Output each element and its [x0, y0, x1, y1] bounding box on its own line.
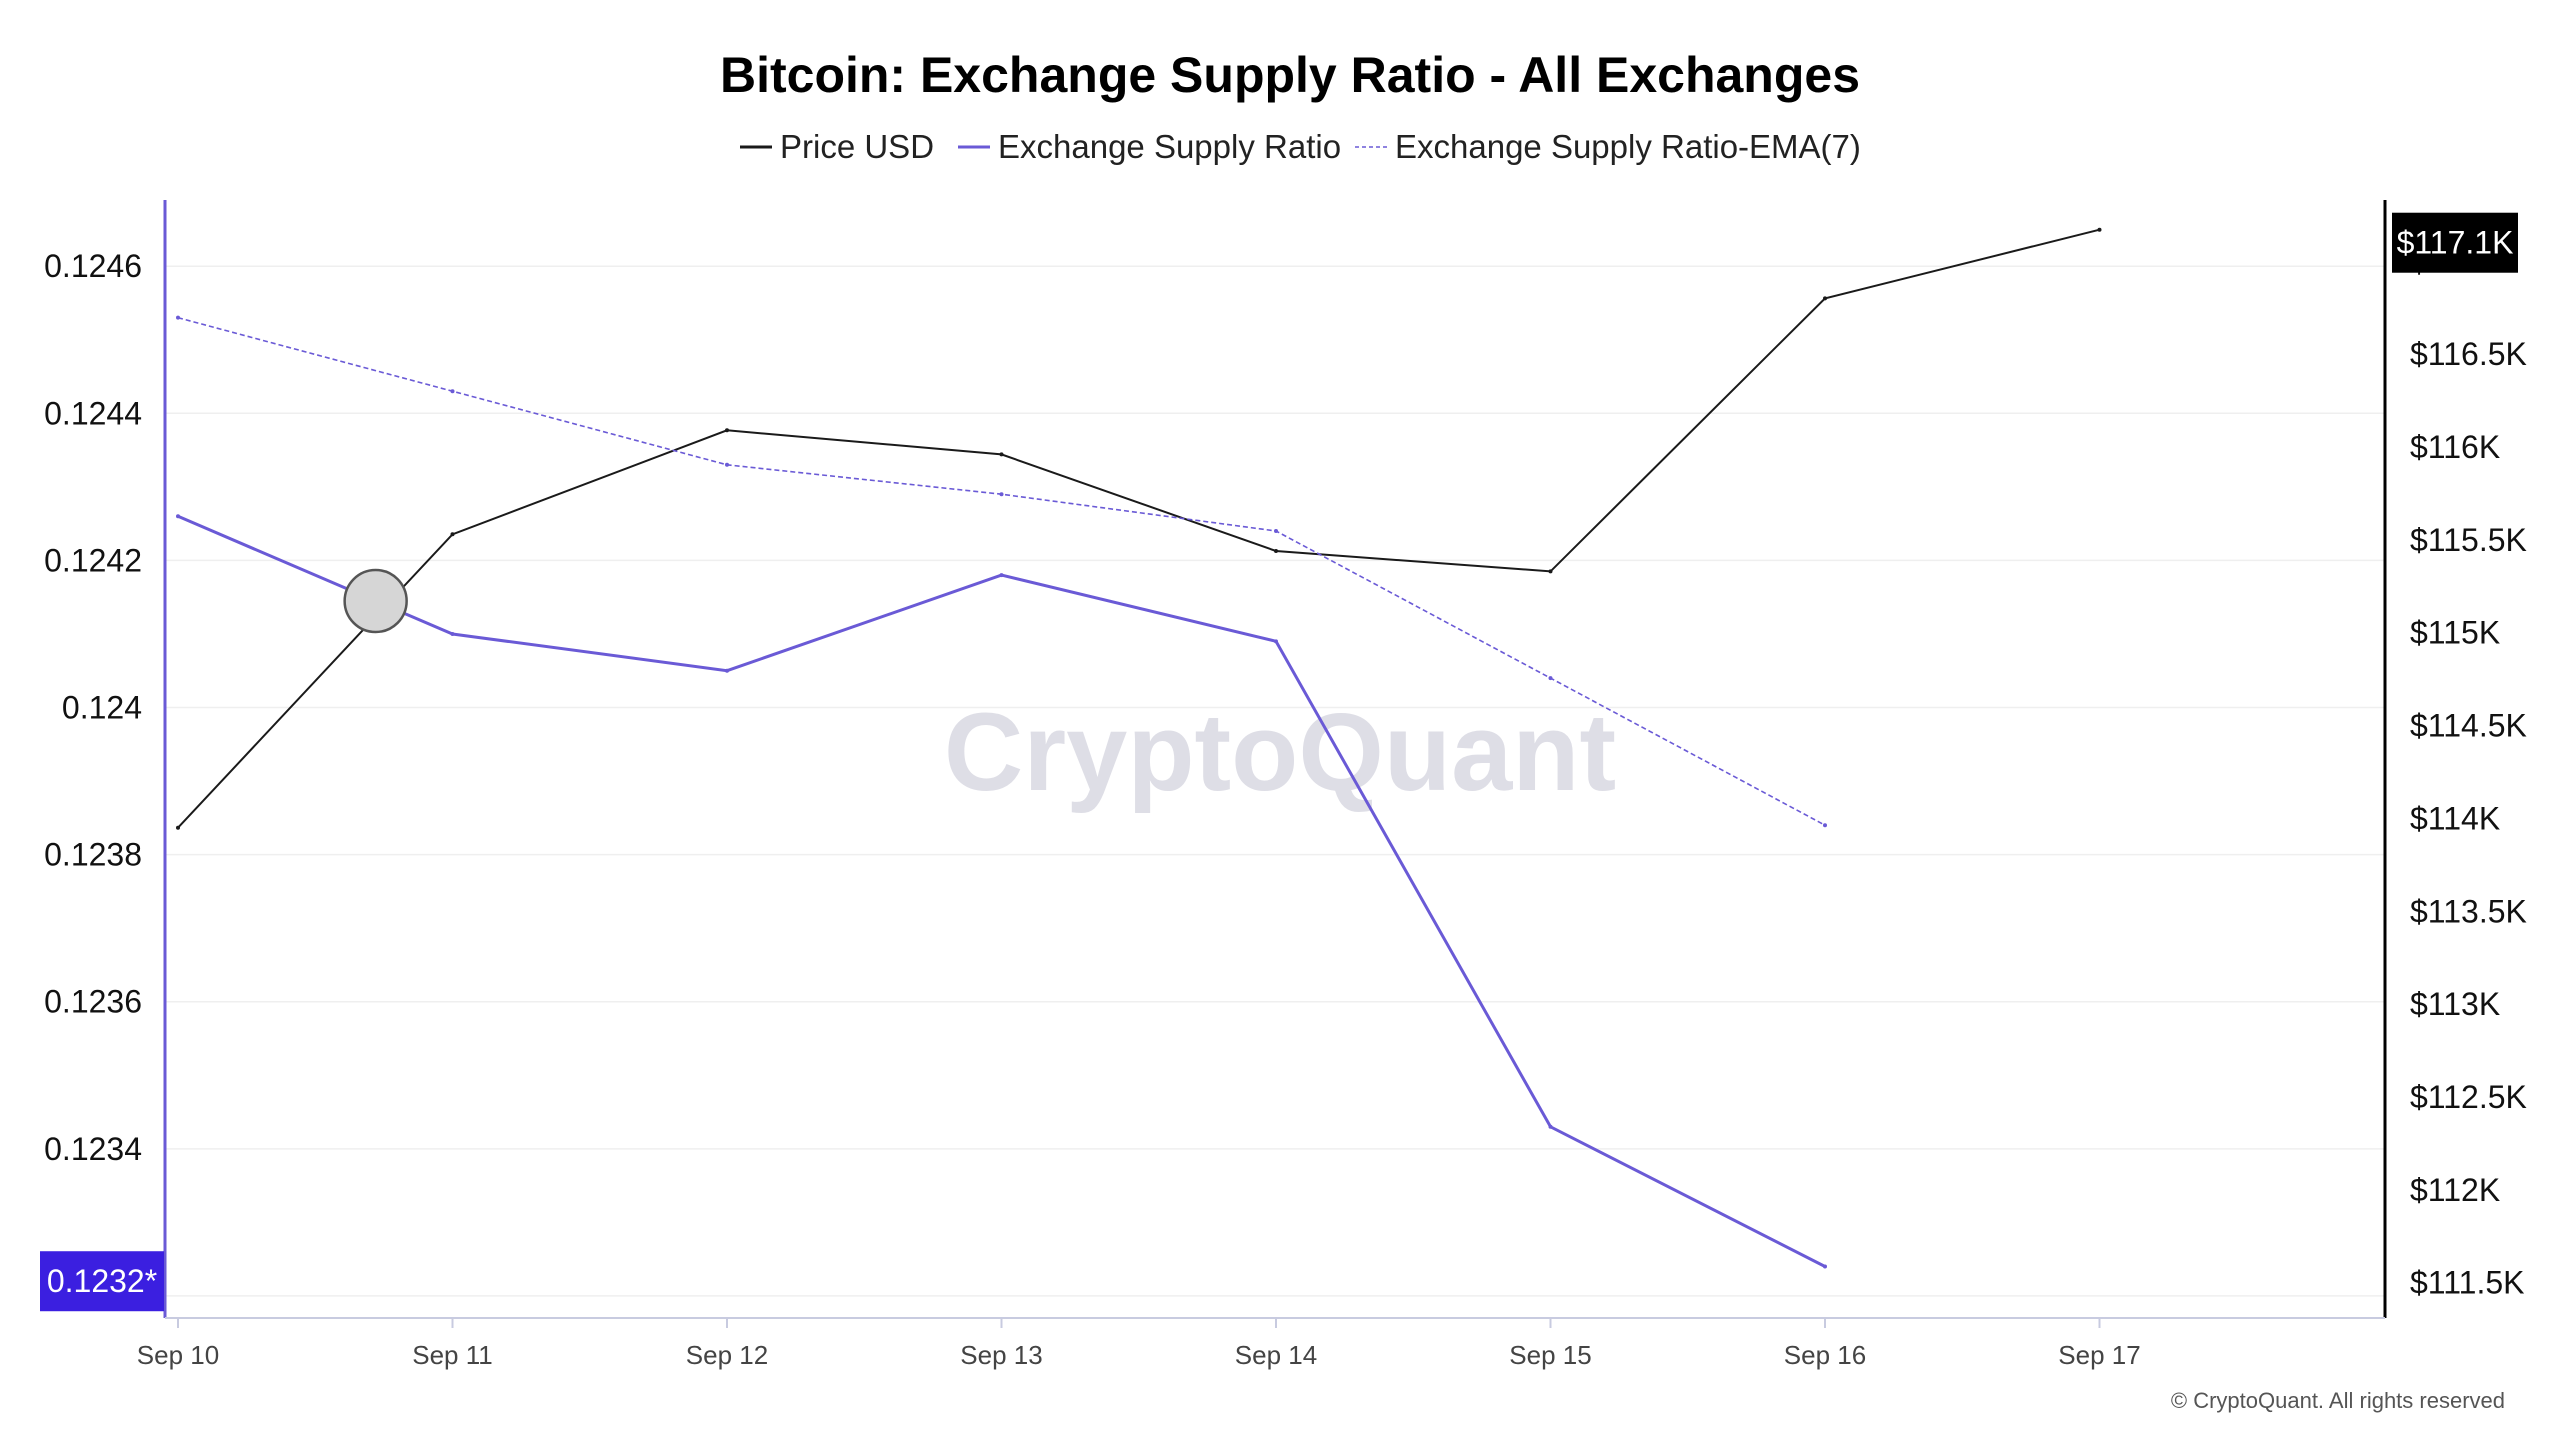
left-tick-label: 0.124 [62, 690, 142, 726]
hover-marker[interactable] [343, 568, 408, 634]
left-tick-label: 0.1246 [44, 248, 142, 284]
data-point[interactable] [450, 532, 455, 537]
watermark: CryptoQuant [944, 691, 1616, 814]
copyright-text: © CryptoQuant. All rights reserved [2171, 1388, 2505, 1413]
right-tick-label: $112.5K [2410, 1079, 2527, 1115]
legend-label: Price USD [780, 128, 934, 165]
data-point[interactable] [176, 514, 180, 519]
right-tick-label: $113.5K [2410, 893, 2527, 929]
data-point[interactable] [1274, 528, 1278, 533]
series-layer [176, 227, 2102, 1269]
left-tick-label: 0.1244 [44, 395, 142, 431]
data-point[interactable] [999, 492, 1004, 497]
legend-label: Exchange Supply Ratio [998, 128, 1341, 165]
x-tick-label: Sep 10 [137, 1340, 219, 1370]
data-point[interactable] [2097, 227, 2102, 232]
left-value-badge [40, 1251, 164, 1312]
x-tick-label: Sep 14 [1235, 1340, 1317, 1370]
legend-label: Exchange Supply Ratio-EMA(7) [1395, 128, 1861, 165]
series-line-0[interactable] [177, 228, 2100, 829]
x-tick-label: Sep 11 [412, 1340, 492, 1370]
legend-item-2[interactable]: Exchange Supply Ratio-EMA(7) [1355, 128, 1861, 165]
data-point[interactable] [725, 462, 729, 467]
right-tick-label: $116.5K [2410, 336, 2527, 372]
x-tick-label: Sep 12 [686, 1340, 768, 1370]
x-tick-label: Sep 15 [1509, 1340, 1591, 1370]
hover-marker-layer [343, 568, 408, 634]
left-tick-label: 0.1242 [44, 542, 142, 578]
right-tick-label: $111.5K [2410, 1265, 2524, 1301]
data-point[interactable] [1274, 639, 1278, 644]
right-tick-label: $113K [2410, 986, 2500, 1022]
right-tick-label: $115.5K [2410, 522, 2527, 558]
data-point[interactable] [176, 825, 180, 830]
right-value-badge-text: $117.1K [2397, 225, 2514, 261]
right-tick-label: $115K [2410, 615, 2500, 651]
data-point[interactable] [1548, 676, 1553, 681]
left-tick-label: 0.1236 [44, 984, 142, 1020]
data-point[interactable] [1548, 1124, 1553, 1129]
legend-item-0[interactable]: Price USD [740, 128, 934, 165]
legend: Price USD Exchange Supply Ratio Exchange S… [740, 128, 1861, 165]
legend-item-1[interactable]: Exchange Supply Ratio [958, 128, 1341, 165]
grid [165, 265, 2385, 1297]
data-point[interactable] [1823, 296, 1827, 301]
right-tick-label: $114K [2410, 800, 2500, 836]
right-tick-label: $112K [2410, 1172, 2500, 1208]
series-line-1[interactable] [177, 514, 1826, 1268]
data-point[interactable] [725, 668, 729, 673]
data-point[interactable] [1548, 569, 1553, 574]
left-value-badge-text: 0.1232* [47, 1263, 157, 1299]
data-point[interactable] [725, 428, 729, 433]
x-tick-label: Sep 17 [2058, 1340, 2140, 1370]
right-tick-label: $116K [2410, 429, 2500, 465]
data-point[interactable] [1823, 823, 1827, 828]
right-tick-label: $114.5K [2410, 708, 2527, 744]
chart-title: Bitcoin: Exchange Supply Ratio - All Exc… [720, 47, 1860, 103]
left-tick-label: 0.1234 [44, 1131, 142, 1167]
data-point[interactable] [1823, 1264, 1827, 1269]
x-tick-label: Sep 16 [1784, 1340, 1866, 1370]
right-value-badge [2392, 212, 2518, 273]
data-point[interactable] [999, 573, 1004, 578]
data-point[interactable] [450, 631, 455, 636]
data-point[interactable] [450, 389, 455, 394]
left-tick-label: 0.1238 [44, 837, 142, 873]
x-tick-label: Sep 13 [960, 1340, 1042, 1370]
badges: 0.1232* $117.1K [40, 212, 2518, 1312]
data-point[interactable] [176, 315, 180, 320]
data-point[interactable] [999, 452, 1004, 457]
data-point[interactable] [1274, 549, 1278, 553]
